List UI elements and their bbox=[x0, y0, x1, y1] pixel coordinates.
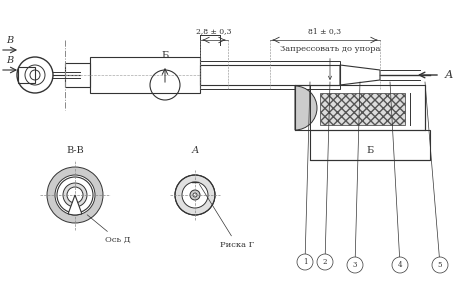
Text: Б: Б bbox=[366, 145, 374, 154]
Circle shape bbox=[193, 193, 197, 197]
Bar bbox=[18, 67, 35, 83]
Circle shape bbox=[63, 183, 87, 207]
Bar bbox=[65, 63, 90, 87]
Bar bbox=[295, 85, 425, 130]
Text: А: А bbox=[191, 145, 199, 154]
Text: Запрессовать до упора: Запрессовать до упора bbox=[280, 45, 380, 80]
Text: 3: 3 bbox=[353, 261, 357, 269]
Circle shape bbox=[57, 177, 93, 213]
Bar bbox=[90, 57, 200, 93]
Text: 4: 4 bbox=[398, 261, 402, 269]
Text: 81 ± 0,3: 81 ± 0,3 bbox=[309, 27, 342, 35]
Circle shape bbox=[67, 187, 83, 203]
Circle shape bbox=[190, 190, 200, 200]
Text: В-В: В-В bbox=[66, 145, 84, 154]
Bar bbox=[320, 93, 405, 125]
Circle shape bbox=[432, 257, 448, 273]
Text: В: В bbox=[7, 36, 14, 45]
Circle shape bbox=[392, 257, 408, 273]
Wedge shape bbox=[47, 167, 103, 223]
Bar bbox=[200, 61, 340, 89]
Text: 5: 5 bbox=[438, 261, 442, 269]
Text: Ось Д: Ось Д bbox=[87, 215, 130, 244]
Wedge shape bbox=[295, 86, 317, 130]
Circle shape bbox=[297, 254, 313, 270]
Text: 2,8 ± 0,3: 2,8 ± 0,3 bbox=[196, 27, 232, 35]
Wedge shape bbox=[68, 195, 82, 215]
Text: А: А bbox=[445, 70, 453, 80]
Text: 2: 2 bbox=[323, 258, 327, 266]
Circle shape bbox=[317, 254, 333, 270]
Bar bbox=[200, 65, 340, 85]
Text: 1: 1 bbox=[303, 258, 307, 266]
Circle shape bbox=[182, 182, 208, 208]
Bar bbox=[310, 130, 430, 160]
Text: Риска Г: Риска Г bbox=[200, 184, 254, 249]
Text: В: В bbox=[7, 55, 14, 64]
Circle shape bbox=[175, 175, 215, 215]
Text: Б: Б bbox=[161, 51, 169, 60]
Circle shape bbox=[347, 257, 363, 273]
